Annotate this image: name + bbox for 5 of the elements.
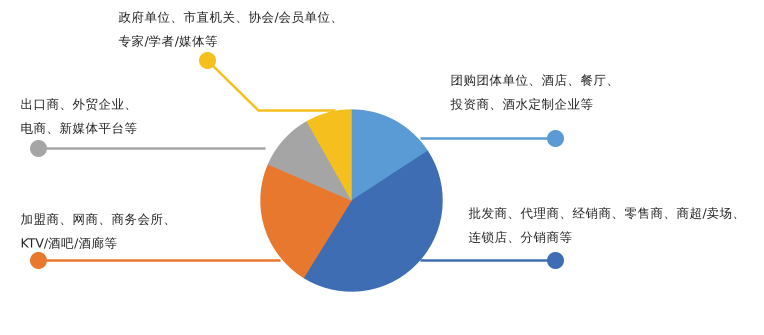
slice-label: 团购团体单位、酒店、餐厅、投资商、酒水定制企业等 (450, 72, 620, 112)
slice-label: 政府单位、市直机关、协会/会员单位、专家/学者/媒体等 (118, 10, 344, 48)
slice-label: 出口商、外贸企业、电商、新媒体平台等 (20, 96, 138, 136)
slice-label: 加盟商、网商、商务会所、KTV/酒吧/酒廊等 (20, 212, 176, 250)
slice-label: 批发商、代理商、经销商、零售商、商超/卖场、连锁店、分销商等 (468, 206, 746, 244)
